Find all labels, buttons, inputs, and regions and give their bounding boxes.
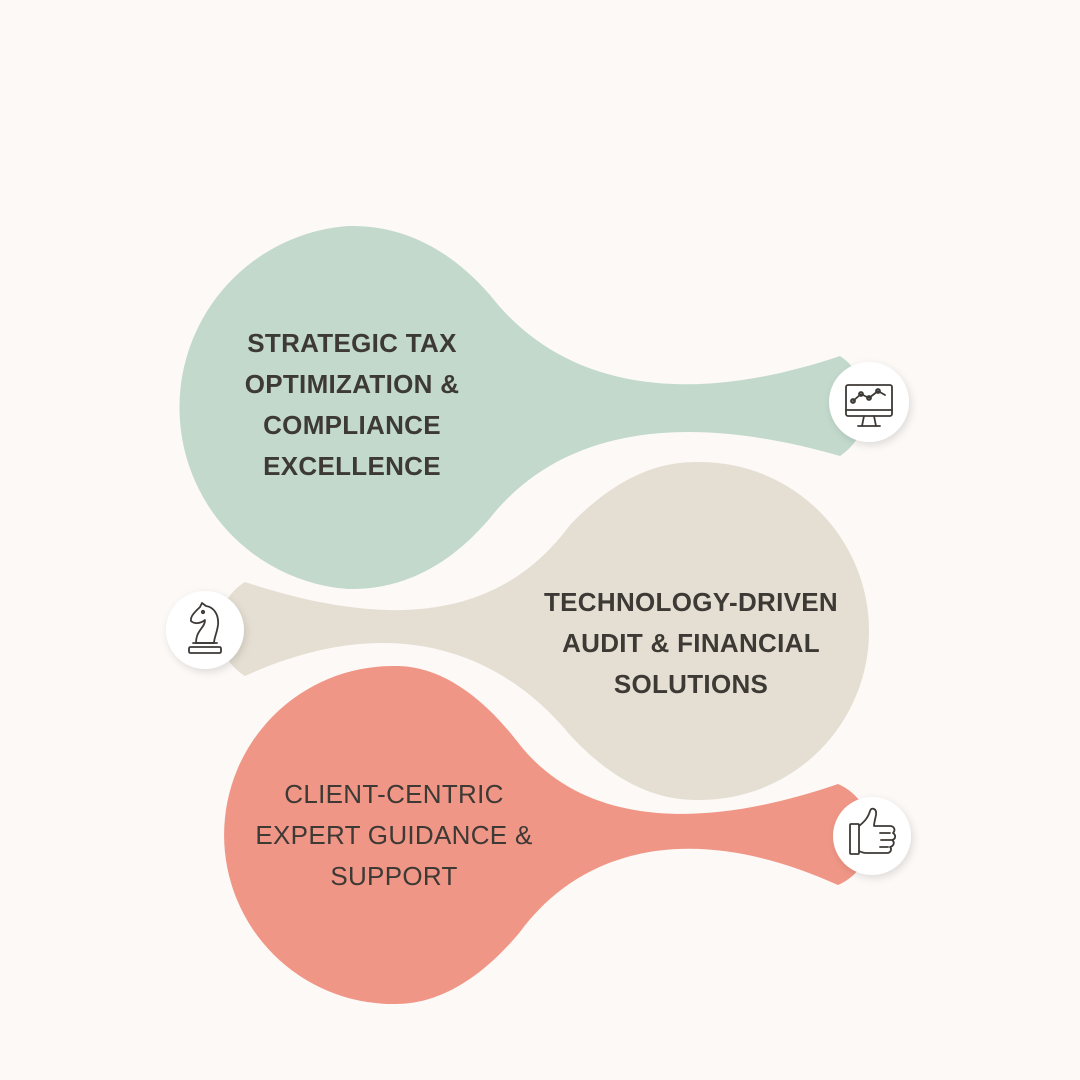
card-text-line: EXPERT GUIDANCE & — [255, 820, 533, 850]
card-text-line: COMPLIANCE — [263, 410, 441, 440]
card-label-tax: STRATEGIC TAX OPTIMIZATION & COMPLIANCE EXC… — [206, 323, 498, 487]
coral-blob-shape — [224, 666, 872, 1004]
card-text-line: EXCELLENCE — [263, 451, 441, 481]
card-text-line: OPTIMIZATION & — [244, 369, 460, 399]
card-label-client: CLIENT-CENTRIC EXPERT GUIDANCE & SUPPORT — [229, 774, 559, 897]
icon-circle — [166, 591, 244, 669]
card-text-line: SOLUTIONS — [613, 669, 769, 699]
icon-circle — [829, 362, 909, 442]
icon-circle — [833, 797, 911, 875]
icon-badge-1 — [829, 362, 909, 442]
card-label-technology: TECHNOLOGY-DRIVEN AUDIT & FINANCIAL SOLUTI… — [516, 582, 866, 705]
card-text-line: TECHNOLOGY-DRIVEN — [543, 587, 838, 617]
icon-badge-2 — [166, 591, 244, 669]
chess-knight-icon — [188, 602, 222, 654]
monitor-chart-icon — [845, 384, 893, 427]
sage-blob-shape — [179, 226, 867, 589]
icon-badge-3 — [833, 797, 911, 875]
card-text-line: AUDIT & FINANCIAL — [562, 628, 820, 658]
card-text-line: STRATEGIC TAX — [247, 328, 457, 358]
card-text-line: SUPPORT — [330, 861, 458, 891]
thumbs-up-icon — [849, 807, 897, 855]
beige-blob-shape — [218, 462, 870, 800]
card-text-line: CLIENT-CENTRIC — [284, 779, 504, 809]
